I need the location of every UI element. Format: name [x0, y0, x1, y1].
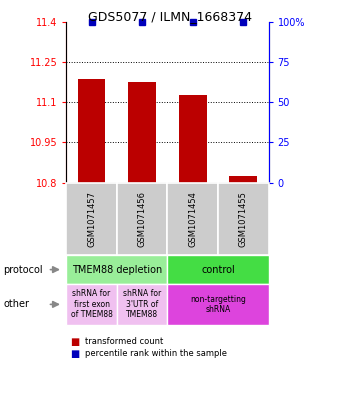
Text: GSM1071457: GSM1071457 [87, 191, 96, 247]
Text: GSM1071455: GSM1071455 [239, 191, 248, 247]
Text: non-targetting
shRNA: non-targetting shRNA [190, 295, 246, 314]
Text: ■: ■ [70, 349, 79, 359]
Text: shRNA for
3'UTR of
TMEM88: shRNA for 3'UTR of TMEM88 [123, 290, 161, 319]
Text: shRNA for
first exon
of TMEM88: shRNA for first exon of TMEM88 [71, 290, 113, 319]
Text: GSM1071454: GSM1071454 [188, 191, 197, 247]
Bar [179, 95, 207, 183]
Text: GSM1071456: GSM1071456 [138, 191, 147, 247]
Text: other: other [3, 299, 29, 309]
Text: percentile rank within the sample: percentile rank within the sample [85, 349, 227, 358]
Text: protocol: protocol [3, 264, 43, 275]
Text: control: control [201, 264, 235, 275]
Text: GDS5077 / ILMN_1668374: GDS5077 / ILMN_1668374 [88, 10, 252, 23]
Bar [78, 79, 105, 183]
Text: ■: ■ [70, 337, 79, 347]
Bar [128, 82, 156, 183]
Text: TMEM88 depletion: TMEM88 depletion [72, 264, 162, 275]
Text: transformed count: transformed count [85, 337, 163, 346]
Bar [230, 176, 257, 183]
